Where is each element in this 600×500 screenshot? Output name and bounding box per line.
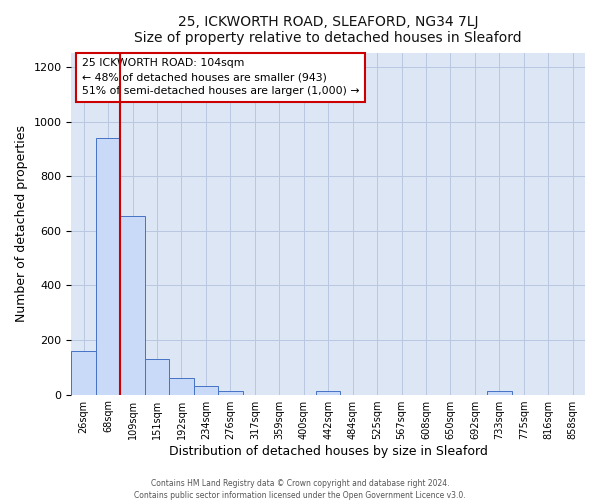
Bar [96,138,121,394]
Bar [169,378,194,394]
Bar [194,386,218,394]
Text: 25 ICKWORTH ROAD: 104sqm
← 48% of detached houses are smaller (943)
51% of semi-: 25 ICKWORTH ROAD: 104sqm ← 48% of detach… [82,58,359,96]
Text: Contains HM Land Registry data © Crown copyright and database right 2024.
Contai: Contains HM Land Registry data © Crown c… [134,478,466,500]
Title: 25, ICKWORTH ROAD, SLEAFORD, NG34 7LJ
Size of property relative to detached hous: 25, ICKWORTH ROAD, SLEAFORD, NG34 7LJ Si… [134,15,522,45]
Bar [71,351,96,395]
Bar [121,216,145,394]
Y-axis label: Number of detached properties: Number of detached properties [15,126,28,322]
Bar [316,392,340,394]
Bar [487,392,512,394]
X-axis label: Distribution of detached houses by size in Sleaford: Distribution of detached houses by size … [169,444,488,458]
Bar [145,359,169,394]
Bar [218,392,242,394]
